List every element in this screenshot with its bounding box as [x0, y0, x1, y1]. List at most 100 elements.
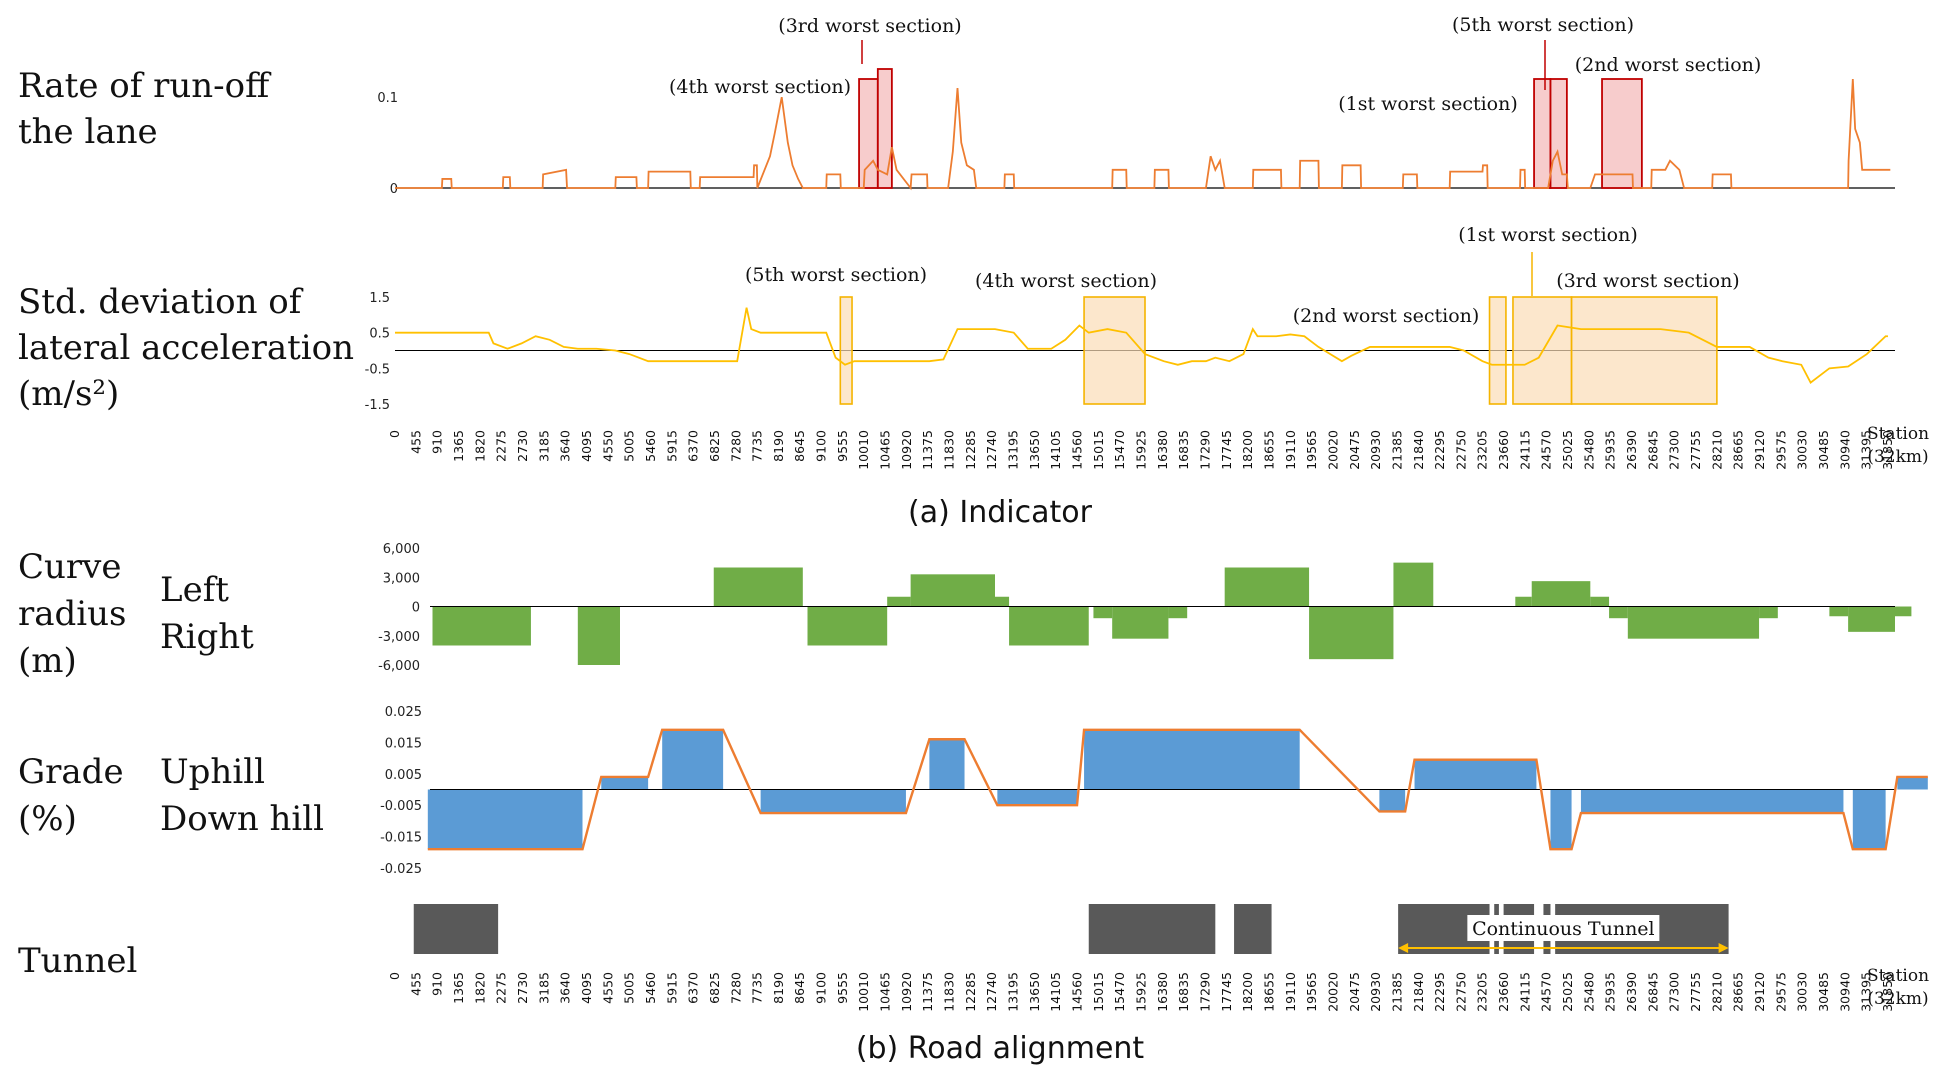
x-tick-label: 455 — [408, 972, 423, 996]
x-tick-label: 8645 — [792, 972, 807, 1004]
x-tick-label: 17745 — [1219, 972, 1234, 1012]
curve-bar — [887, 596, 911, 607]
x-tick-label: 25025 — [1560, 972, 1575, 1012]
y-tick-label: 0.5 — [369, 327, 390, 342]
grade-label-line: Grade — [18, 752, 124, 792]
x-tick-label: 3185 — [536, 430, 551, 462]
curve-bar — [1168, 606, 1188, 619]
highlight-label: (5th worst section) — [745, 264, 927, 286]
x-tick-label: 29575 — [1773, 430, 1788, 470]
grade-bar — [997, 789, 1078, 806]
x-tick-label: 30940 — [1837, 430, 1852, 470]
grade-bar — [1414, 759, 1537, 790]
highlight-box — [1601, 78, 1643, 189]
runoff-line — [395, 78, 1891, 191]
grade-bar — [1852, 789, 1886, 850]
grade-bar — [1379, 789, 1406, 812]
x-tick-label: 6370 — [686, 430, 701, 462]
x-tick-label: 8190 — [771, 972, 786, 1004]
grade-bar — [1897, 776, 1928, 790]
x-tick-label: 25935 — [1603, 972, 1618, 1012]
lateral-panel: Std. deviation of lateral acceleration (m/… — [18, 224, 1895, 414]
x-tick-label: 31850 — [1880, 972, 1895, 1012]
x-tick-label: 29575 — [1773, 972, 1788, 1012]
x-tick-label: 6825 — [707, 430, 722, 462]
y-tick-label: -0.015 — [380, 831, 422, 846]
curve-bar — [1112, 606, 1169, 639]
tunnel-bar — [1088, 904, 1216, 954]
x-tick-label: 28210 — [1709, 972, 1724, 1012]
x-tick-label: 27300 — [1667, 972, 1682, 1012]
curve-label-line: radius — [18, 594, 127, 634]
x-tick-label: 23660 — [1496, 972, 1511, 1012]
x-tick-label: 15015 — [1091, 430, 1106, 470]
station-unit-label: (32km) — [1867, 447, 1928, 467]
x-tick-label: 20020 — [1325, 430, 1340, 470]
x-tick-label: 1365 — [451, 430, 466, 462]
x-tick-label: 27300 — [1667, 430, 1682, 470]
x-tick-label: 7735 — [750, 972, 765, 1004]
highlight-box — [1533, 78, 1552, 189]
x-tick-label: 30030 — [1795, 430, 1810, 470]
x-tick-label: 7735 — [750, 430, 765, 462]
y-tick-label: 0.015 — [385, 736, 422, 751]
x-tick-label: 1820 — [472, 972, 487, 1004]
x-tick-label: 9100 — [814, 430, 829, 462]
x-tick-label: 9555 — [835, 972, 850, 1004]
x-tick-label: 20020 — [1325, 972, 1340, 1012]
x-tick-label: 16835 — [1176, 972, 1191, 1012]
x-tick-label: 23205 — [1475, 430, 1490, 470]
highlight-box — [876, 68, 893, 189]
grade-bar — [601, 776, 649, 790]
x-tick-label: 15015 — [1091, 972, 1106, 1012]
x-tick-label: 14105 — [1048, 430, 1063, 470]
curve-bar — [1093, 606, 1113, 619]
x-tick-label: 5915 — [664, 430, 679, 462]
x-tick-label: 10465 — [878, 430, 893, 470]
x-tick-label: 1365 — [451, 972, 466, 1004]
curve-bar — [1829, 606, 1849, 617]
x-tick-label: 15925 — [1133, 972, 1148, 1012]
x-tick-label: 10010 — [856, 972, 871, 1012]
y-tick-label: -0.025 — [380, 862, 422, 877]
curve-bar — [1224, 567, 1310, 607]
highlight-label: (5th worst section) — [1452, 14, 1634, 36]
x-tick-label: 13650 — [1027, 430, 1042, 470]
y-tick-label: 0 — [390, 182, 398, 197]
tunnel-label-line: Tunnel — [18, 941, 137, 981]
x-tick-label: 22295 — [1432, 430, 1447, 470]
x-tick-label: 7280 — [728, 972, 743, 1004]
y-tick-label: -0.5 — [365, 362, 390, 377]
right-label: Right — [160, 617, 254, 657]
x-tick-label: 11375 — [920, 430, 935, 470]
x-tick-label: 2275 — [494, 972, 509, 1004]
curve-bar — [1393, 562, 1434, 607]
highlight-box — [1570, 296, 1718, 405]
station-label: Station — [1867, 966, 1929, 986]
x-tick-label: 23205 — [1475, 972, 1490, 1012]
x-tick-label: 30485 — [1816, 972, 1831, 1012]
x-tick-label: 21385 — [1389, 972, 1404, 1012]
x-axis-a: 0 455 910 1365 1820 2275 2730 3185 3640 4095 4550 5… — [387, 424, 1929, 470]
highlight-label: (3rd worst section) — [1556, 270, 1739, 292]
x-tick-label: 10010 — [856, 430, 871, 470]
x-tick-label: 10920 — [899, 430, 914, 470]
x-tick-label: 25935 — [1603, 430, 1618, 470]
x-tick-label: 26390 — [1624, 972, 1639, 1012]
x-tick-label: 21840 — [1411, 972, 1426, 1012]
y-tick-label: -6,000 — [378, 659, 420, 674]
curve-bar — [1895, 606, 1912, 617]
curve-label-line: (m) — [18, 641, 77, 681]
x-tick-label: 29120 — [1752, 430, 1767, 470]
y-tick-label: -1.5 — [365, 398, 390, 413]
x-tick-label: 2275 — [494, 430, 509, 462]
x-tick-label: 30485 — [1816, 430, 1831, 470]
x-tick-label: 2730 — [515, 972, 530, 1004]
runoff-panel: Rate of run-off the lane 0.1 0 (4th worst se… — [18, 14, 1895, 197]
highlight-label: (1st worst section) — [1458, 224, 1638, 246]
x-tick-label: 27755 — [1688, 972, 1703, 1012]
tunnel-arrow-head-left — [1398, 943, 1409, 953]
curve-bar — [1309, 606, 1394, 660]
curve-bar — [1531, 581, 1591, 607]
x-tick-label: 22750 — [1453, 430, 1468, 470]
